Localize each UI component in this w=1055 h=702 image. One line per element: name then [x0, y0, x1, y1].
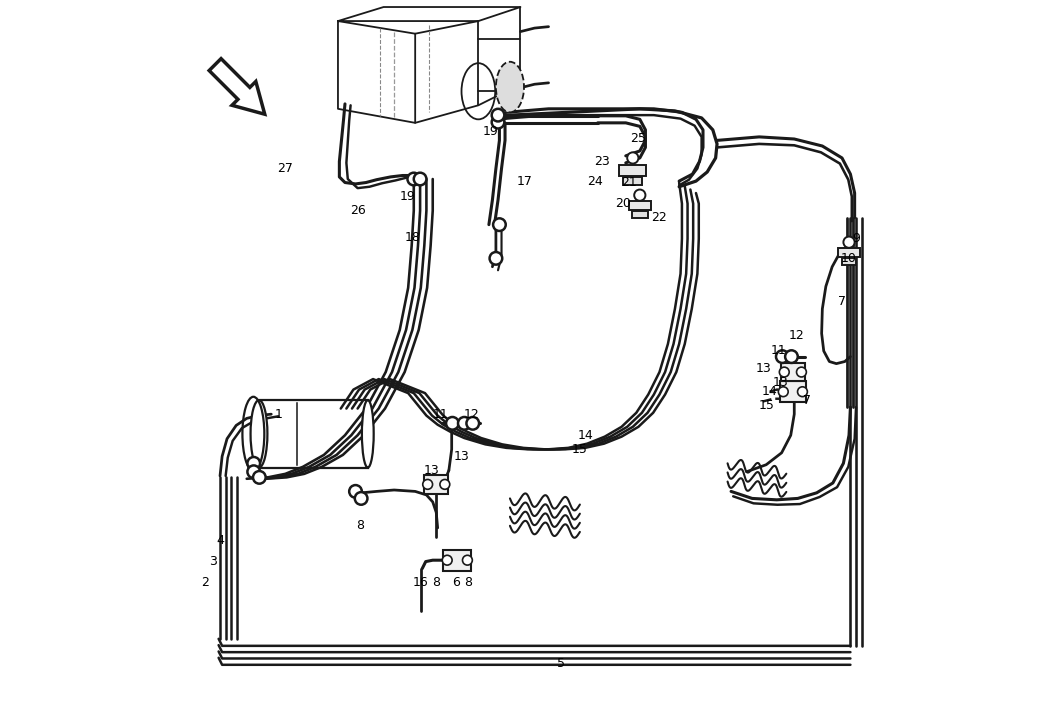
Circle shape: [349, 485, 362, 498]
Bar: [781, 363, 805, 380]
Text: 23: 23: [594, 155, 610, 168]
Text: 8: 8: [357, 519, 364, 531]
Circle shape: [627, 152, 638, 164]
Text: 13: 13: [454, 450, 469, 463]
Text: 25: 25: [631, 133, 647, 145]
Text: 7: 7: [803, 394, 811, 406]
Bar: [839, 249, 860, 257]
Text: 8: 8: [433, 576, 440, 589]
Text: 4: 4: [216, 534, 225, 547]
Circle shape: [493, 218, 505, 231]
Text: 18: 18: [404, 231, 420, 244]
Text: 26: 26: [350, 204, 366, 217]
Circle shape: [797, 367, 806, 377]
Text: 16: 16: [413, 576, 428, 589]
Bar: [624, 177, 642, 185]
Text: 13: 13: [755, 362, 771, 375]
Circle shape: [492, 109, 504, 121]
Text: 14: 14: [762, 385, 778, 398]
Text: 27: 27: [277, 162, 293, 175]
Circle shape: [407, 173, 420, 185]
Bar: [780, 381, 806, 402]
Circle shape: [780, 367, 789, 377]
Text: 10: 10: [841, 252, 857, 265]
Circle shape: [414, 173, 426, 185]
Text: 3: 3: [209, 555, 217, 568]
Text: 24: 24: [587, 175, 602, 187]
Circle shape: [634, 190, 646, 201]
Circle shape: [798, 387, 807, 397]
Bar: [842, 258, 857, 265]
Bar: [619, 166, 646, 176]
Bar: [424, 475, 448, 494]
Text: 15: 15: [759, 399, 774, 411]
Circle shape: [423, 479, 433, 489]
Circle shape: [458, 417, 471, 430]
Ellipse shape: [362, 400, 373, 468]
Bar: [443, 550, 472, 571]
Text: 11: 11: [771, 345, 787, 357]
Circle shape: [248, 457, 260, 470]
Circle shape: [354, 492, 367, 505]
Circle shape: [785, 350, 798, 363]
Text: 5: 5: [557, 657, 565, 670]
Circle shape: [248, 465, 260, 478]
Text: 6: 6: [452, 576, 460, 589]
Circle shape: [462, 555, 473, 565]
Text: 7: 7: [838, 296, 846, 308]
Text: 12: 12: [788, 329, 804, 342]
Circle shape: [440, 479, 449, 489]
Text: 8: 8: [464, 576, 472, 589]
Text: 13: 13: [424, 464, 440, 477]
Text: 1: 1: [274, 408, 283, 420]
Circle shape: [776, 350, 789, 363]
Text: 15: 15: [572, 443, 588, 456]
Circle shape: [492, 116, 504, 128]
Circle shape: [779, 387, 788, 397]
Polygon shape: [209, 59, 265, 114]
Text: 12: 12: [463, 408, 479, 420]
Circle shape: [466, 417, 479, 430]
Text: 2: 2: [200, 576, 209, 589]
Circle shape: [490, 252, 502, 265]
Text: 20: 20: [615, 197, 631, 210]
Text: 19: 19: [483, 126, 499, 138]
Text: 14: 14: [577, 429, 593, 442]
Circle shape: [442, 555, 453, 565]
Circle shape: [446, 417, 459, 430]
Ellipse shape: [496, 62, 524, 112]
Ellipse shape: [250, 400, 267, 468]
Text: 11: 11: [433, 408, 448, 420]
Text: 9: 9: [852, 232, 860, 245]
Text: 21: 21: [620, 176, 636, 189]
Text: 17: 17: [517, 175, 533, 187]
Bar: [632, 211, 648, 218]
Bar: [629, 201, 651, 210]
Circle shape: [253, 471, 266, 484]
Text: 19: 19: [400, 190, 416, 203]
Text: 13: 13: [772, 376, 788, 389]
Circle shape: [843, 237, 855, 248]
Text: 22: 22: [652, 211, 668, 224]
